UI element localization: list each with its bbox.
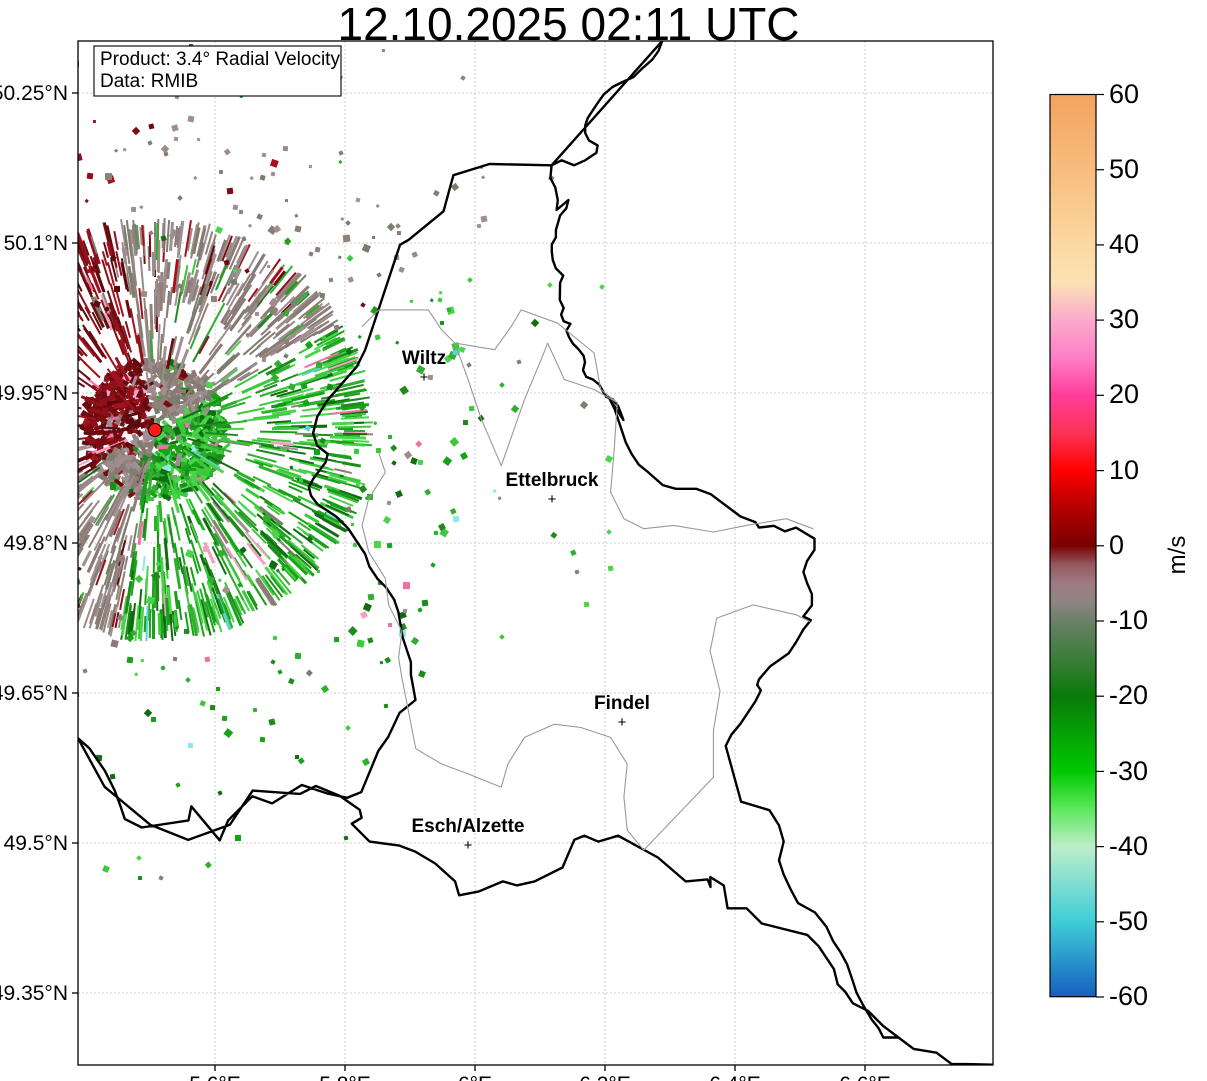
- svg-text:40: 40: [1109, 229, 1139, 259]
- svg-text:10: 10: [1109, 455, 1139, 485]
- svg-text:20: 20: [1109, 379, 1139, 409]
- svg-text:49.8°N: 49.8°N: [4, 532, 68, 555]
- svg-text:60: 60: [1109, 79, 1139, 109]
- svg-text:6.4°E: 6.4°E: [709, 1073, 761, 1081]
- svg-text:50.25°N: 50.25°N: [0, 82, 68, 105]
- svg-text:-40: -40: [1109, 831, 1148, 861]
- svg-text:m/s: m/s: [1164, 536, 1191, 575]
- svg-text:49.65°N: 49.65°N: [0, 682, 68, 705]
- svg-text:+: +: [420, 369, 429, 386]
- svg-text:30: 30: [1109, 304, 1139, 334]
- svg-text:5.8°E: 5.8°E: [319, 1073, 371, 1081]
- svg-text:6.2°E: 6.2°E: [579, 1073, 631, 1081]
- svg-text:-10: -10: [1109, 605, 1148, 635]
- svg-text:+: +: [618, 714, 627, 731]
- svg-text:Data: RMIB: Data: RMIB: [100, 71, 198, 92]
- svg-text:Ettelbruck: Ettelbruck: [506, 470, 599, 491]
- svg-text:Product: 3.4° Radial Velocity: Product: 3.4° Radial Velocity: [100, 49, 340, 70]
- svg-text:-60: -60: [1109, 981, 1148, 1011]
- svg-text:-30: -30: [1109, 756, 1148, 786]
- svg-text:6°E: 6°E: [458, 1073, 492, 1081]
- svg-text:6.6°E: 6.6°E: [839, 1073, 891, 1081]
- svg-text:+: +: [464, 837, 473, 854]
- svg-text:49.95°N: 49.95°N: [0, 382, 68, 405]
- svg-text:+: +: [548, 491, 557, 508]
- svg-text:5.6°E: 5.6°E: [189, 1073, 241, 1081]
- svg-text:-20: -20: [1109, 680, 1148, 710]
- svg-text:-50: -50: [1109, 906, 1148, 936]
- svg-text:50.1°N: 50.1°N: [4, 232, 68, 255]
- svg-text:Findel: Findel: [594, 693, 650, 714]
- svg-text:0: 0: [1109, 530, 1124, 560]
- svg-text:50: 50: [1109, 154, 1139, 184]
- svg-text:49.5°N: 49.5°N: [4, 832, 68, 855]
- svg-text:Esch/Alzette: Esch/Alzette: [412, 816, 525, 837]
- svg-text:49.35°N: 49.35°N: [0, 982, 68, 1005]
- svg-text:Wiltz: Wiltz: [402, 348, 446, 369]
